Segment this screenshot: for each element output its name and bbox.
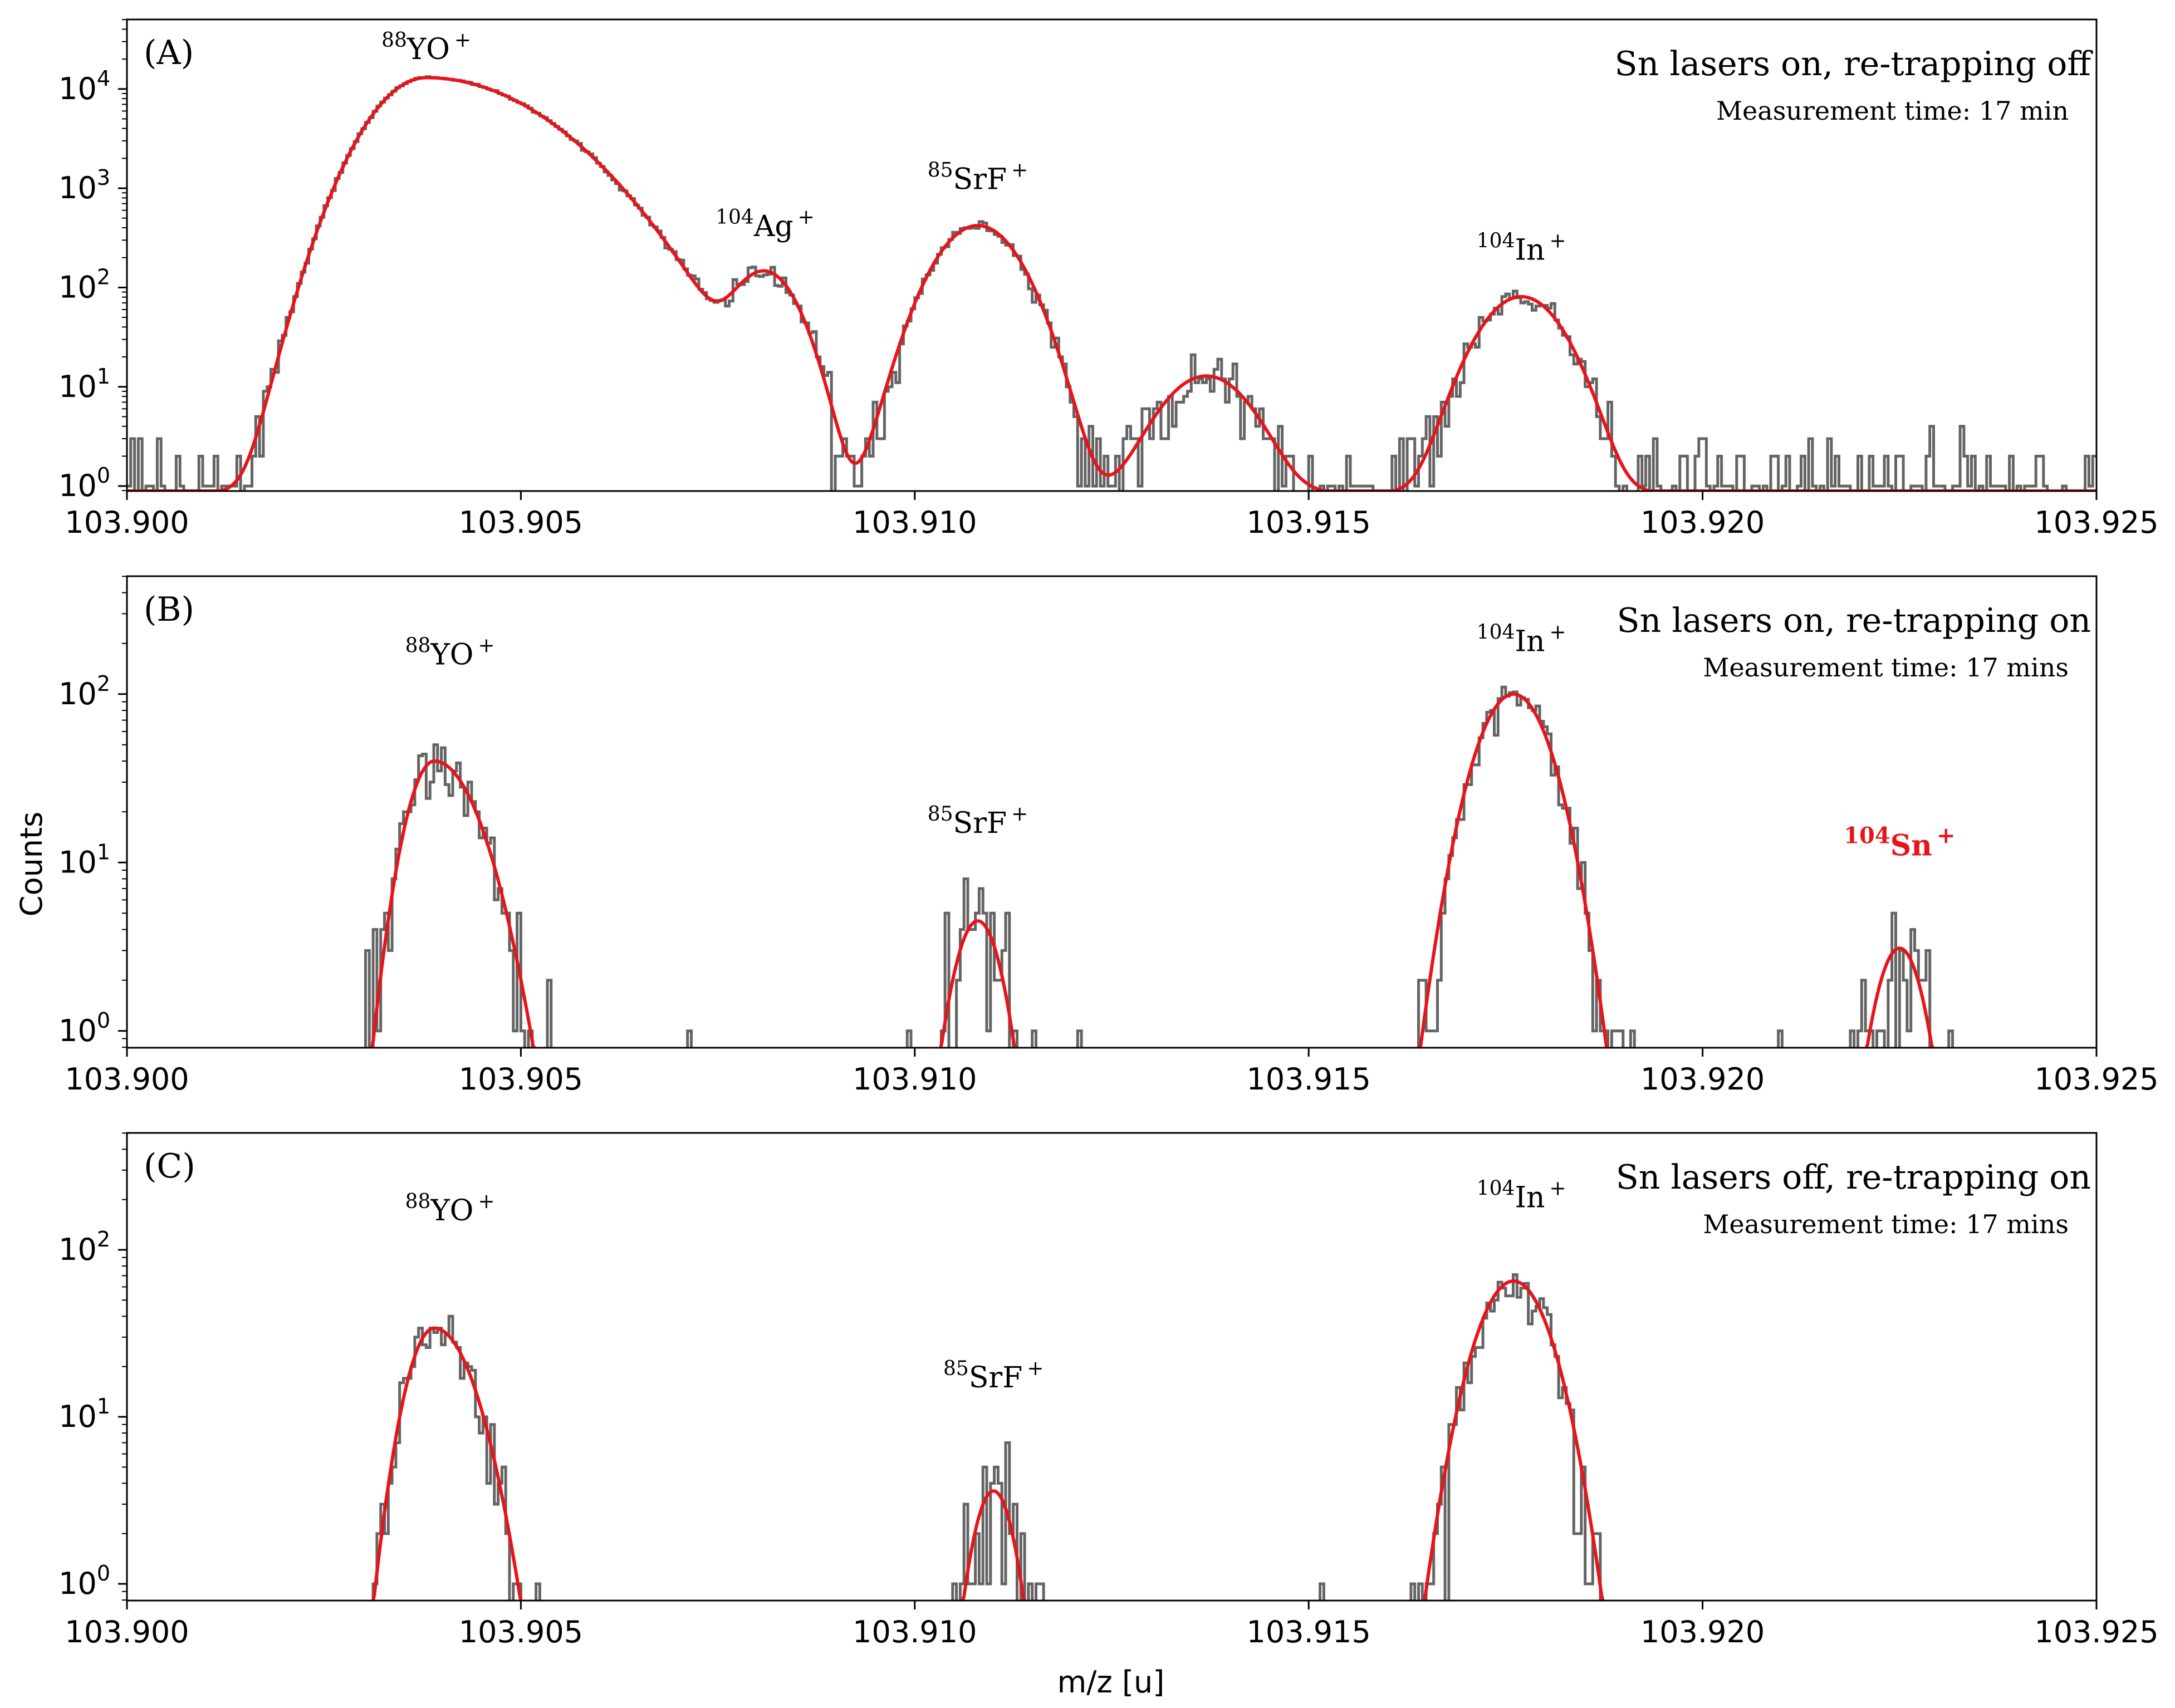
x-tick-label: 103.915 — [1247, 505, 1371, 540]
y-tick-label: 100 — [58, 1561, 110, 1601]
y-tick-label: 102 — [58, 671, 110, 711]
x-tick-label: 103.905 — [459, 505, 583, 540]
data-histogram — [371, 1273, 1602, 1601]
plot-area — [364, 685, 1954, 1048]
peak-annotation: 104Ag + — [716, 206, 815, 243]
panel-1: 103.900 103.905 103.910 103.915 103.920 103.9… — [58, 18, 2159, 540]
plot-area — [371, 1273, 1605, 1601]
y-tick-label: 100 — [58, 463, 110, 503]
peak-annotation: 104In + — [1477, 1177, 1566, 1214]
peak-annotation: 104In + — [1477, 230, 1566, 267]
peak-annotation: 88YO + — [381, 29, 471, 66]
y-tick-label: 102 — [58, 1227, 110, 1267]
x-tick-label: 103.925 — [2034, 1614, 2158, 1650]
x-tick-label: 103.925 — [2034, 1062, 2158, 1097]
y-axis-label: Counts — [14, 812, 49, 917]
x-tick-label: 103.915 — [1247, 1614, 1371, 1650]
panel-subtitle: Measurement time: 17 mins — [1703, 1209, 2069, 1239]
peak-annotation: 104In + — [1477, 621, 1566, 659]
panel-subtitle: Measurement time: 17 min — [1716, 96, 2069, 126]
x-axis-label: m/z [u] — [1057, 1665, 1165, 1700]
y-tick-label: 104 — [58, 66, 110, 106]
fit-curve — [127, 76, 2096, 491]
x-tick-label: 103.905 — [459, 1062, 583, 1097]
plot-area — [127, 75, 2096, 491]
panel-3: 103.900 103.905 103.910 103.915 103.920 103.9… — [58, 1132, 2159, 1650]
panels: 103.900 103.905 103.910 103.915 103.920 103.9… — [58, 18, 2159, 1650]
x-tick-label: 103.905 — [459, 1614, 583, 1650]
peak-annotation: 85SrF + — [943, 1357, 1044, 1395]
peak-annotation: 85SrF + — [928, 159, 1028, 197]
x-tick-label: 103.910 — [853, 1062, 977, 1097]
panel-label: (A) — [144, 33, 194, 72]
peak-annotation: 88YO + — [405, 634, 495, 671]
data-histogram — [364, 685, 1954, 1048]
x-tick-label: 103.920 — [1640, 1062, 1765, 1097]
x-tick-label: 103.920 — [1640, 505, 1765, 540]
fit-curve — [370, 692, 1934, 1048]
y-tick-label: 102 — [58, 264, 110, 305]
peak-annotation: 104Sn + — [1844, 823, 1955, 863]
x-tick-label: 103.910 — [853, 505, 977, 540]
panel-title: Sn lasers off, re-trapping on — [1616, 1158, 2091, 1197]
x-tick-label: 103.900 — [65, 1614, 189, 1650]
x-tick-label: 103.920 — [1640, 1614, 1765, 1650]
peak-annotation: 85SrF + — [928, 803, 1028, 840]
y-tick-label: 101 — [58, 1394, 110, 1434]
x-tick-label: 103.910 — [853, 1614, 977, 1650]
panel-title: Sn lasers on, re-trapping off — [1615, 45, 2094, 84]
x-tick-label: 103.900 — [65, 505, 189, 540]
y-tick-label: 100 — [58, 1008, 110, 1048]
panel-subtitle: Measurement time: 17 mins — [1703, 652, 2069, 683]
panel-title: Sn lasers on, re-trapping on — [1617, 601, 2091, 640]
y-tick-label: 101 — [58, 840, 110, 880]
panel-2: 103.900 103.905 103.910 103.915 103.920 103.9… — [58, 575, 2159, 1097]
x-tick-label: 103.915 — [1247, 1062, 1371, 1097]
y-tick-label: 103 — [58, 165, 110, 205]
y-tick-label: 101 — [58, 364, 110, 404]
panel-label: (C) — [144, 1147, 195, 1186]
x-tick-label: 103.925 — [2034, 505, 2158, 540]
x-tick-label: 103.900 — [65, 1062, 189, 1097]
plot-frame — [126, 18, 2098, 492]
panel-label: (B) — [144, 590, 194, 629]
peak-annotation: 88YO + — [405, 1190, 495, 1228]
fit-curve — [371, 1279, 1605, 1601]
